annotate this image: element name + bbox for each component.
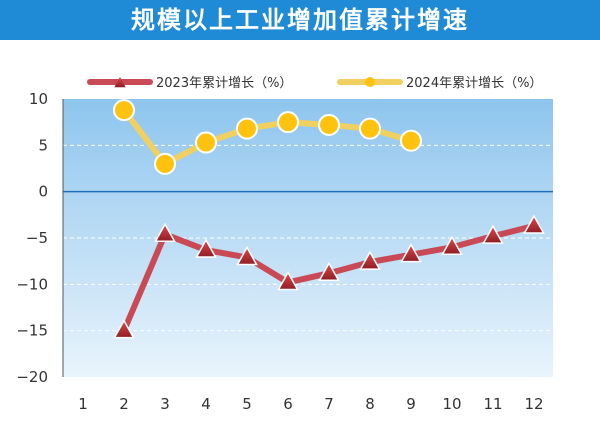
legend-label: 2023年累计增长（%） — [156, 76, 292, 91]
data-point-triangle — [113, 319, 135, 339]
y-tick-label: −10 — [16, 275, 48, 293]
data-point-circle — [154, 152, 176, 175]
grid-layer — [63, 144, 553, 332]
x-tick-label: 5 — [242, 395, 252, 413]
x-tick-label: 10 — [442, 395, 461, 413]
x-tick-label: 6 — [283, 395, 293, 413]
x-tick-label: 12 — [524, 395, 543, 413]
data-point-circle — [236, 117, 258, 140]
series-layer — [113, 99, 545, 339]
y-tick-label: −20 — [16, 368, 48, 386]
data-point-triangle — [523, 214, 545, 234]
title-bar: 规模以上工业增加值累计增速 — [0, 0, 600, 40]
x-tick-label: 11 — [483, 395, 502, 413]
data-point-triangle — [400, 243, 422, 263]
data-point-triangle — [359, 250, 381, 270]
x-tick-label: 2 — [119, 395, 129, 413]
x-tick-label: 4 — [201, 395, 211, 413]
legend-marker-circle — [365, 77, 375, 87]
data-point-circle — [359, 117, 381, 140]
data-point-circle — [277, 111, 299, 134]
x-tick-label: 9 — [406, 395, 416, 413]
y-tick-label: 10 — [29, 90, 48, 108]
legend-marker-triangle — [114, 77, 126, 88]
data-point-circle — [113, 99, 135, 122]
data-point-triangle — [318, 261, 340, 281]
legend: 2023年累计增长（%） 2024年累计增长（%） — [87, 76, 542, 91]
data-point-circle — [400, 129, 422, 152]
data-point-triangle — [441, 235, 463, 256]
x-tick-label: 3 — [160, 395, 170, 413]
x-tick-label: 7 — [324, 395, 334, 413]
y-tick-label: −15 — [16, 322, 48, 340]
chart-title: 规模以上工业增加值累计增速 — [131, 6, 469, 34]
y-tick-label: 0 — [38, 183, 48, 201]
data-point-triangle — [154, 222, 176, 243]
data-point-triangle — [277, 270, 299, 291]
data-point-triangle — [482, 224, 504, 244]
y-tick-label: −5 — [26, 229, 48, 247]
data-point-circle — [195, 131, 217, 154]
x-tick-label: 8 — [365, 395, 375, 413]
y-tick-label: 5 — [38, 136, 48, 154]
x-tick-label: 1 — [78, 395, 88, 413]
data-point-triangle — [236, 245, 258, 266]
data-point-triangle — [195, 238, 217, 258]
data-point-circle — [318, 113, 340, 136]
legend-label: 2024年累计增长（%） — [406, 76, 542, 91]
